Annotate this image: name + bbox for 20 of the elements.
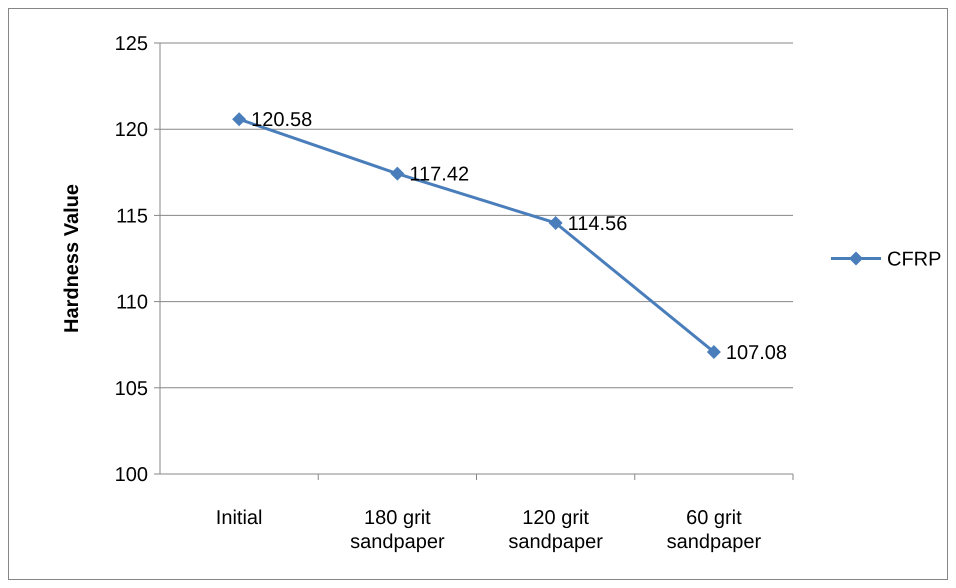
point [706, 344, 721, 359]
x-tick-label: 60 grit sandpaper [666, 507, 762, 553]
point [232, 112, 246, 126]
y-tick-label: 110 [116, 292, 148, 314]
y-tick-label: 115 [116, 205, 148, 228]
x-tick-label: 120 grit sandpaper [508, 507, 604, 553]
x-tick-label: 180 grit sandpaper [350, 507, 445, 553]
data-label: 114.56 [568, 212, 628, 235]
point [390, 166, 404, 181]
data-label: 107.08 [726, 342, 788, 364]
y-tick-label: 105 [114, 378, 148, 400]
y-tick-label: 100 [114, 464, 148, 486]
y-tick-label: 120 [114, 119, 148, 142]
legend-label: CFRP [887, 248, 942, 270]
data-label: 120.58 [251, 109, 312, 132]
y-tick-label: 125 [114, 33, 148, 55]
data-label: 117.42 [409, 164, 470, 186]
y-axis-title: Hardness Value [61, 184, 83, 333]
x-tick-label: Initial [216, 507, 262, 529]
point [548, 216, 563, 230]
